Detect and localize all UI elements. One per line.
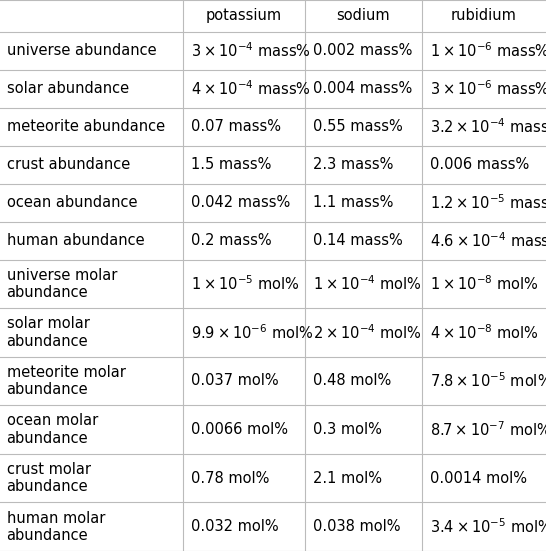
Text: $3.2\times10^{-4}$ mass%: $3.2\times10^{-4}$ mass% (430, 117, 546, 136)
Text: meteorite molar
abundance: meteorite molar abundance (7, 365, 126, 397)
Text: sodium: sodium (336, 8, 390, 24)
Text: 0.006 mass%: 0.006 mass% (430, 157, 529, 172)
Text: $1\times10^{-4}$ mol%: $1\times10^{-4}$ mol% (313, 274, 422, 293)
Text: $4.6\times10^{-4}$ mass%: $4.6\times10^{-4}$ mass% (430, 231, 546, 250)
Text: 1.5 mass%: 1.5 mass% (191, 157, 271, 172)
Text: $3.4\times10^{-5}$ mol%: $3.4\times10^{-5}$ mol% (430, 517, 546, 536)
Text: 2.3 mass%: 2.3 mass% (313, 157, 393, 172)
Text: 0.2 mass%: 0.2 mass% (191, 233, 272, 248)
Text: rubidium: rubidium (451, 8, 517, 24)
Text: 0.78 mol%: 0.78 mol% (191, 471, 270, 485)
Text: 0.48 mol%: 0.48 mol% (313, 374, 391, 388)
Text: ocean molar
abundance: ocean molar abundance (7, 413, 98, 446)
Text: 1.1 mass%: 1.1 mass% (313, 195, 393, 210)
Text: 0.004 mass%: 0.004 mass% (313, 82, 412, 96)
Text: crust abundance: crust abundance (7, 157, 130, 172)
Text: 0.3 mol%: 0.3 mol% (313, 422, 382, 437)
Text: $4\times10^{-8}$ mol%: $4\times10^{-8}$ mol% (430, 323, 538, 342)
Text: $8.7\times10^{-7}$ mol%: $8.7\times10^{-7}$ mol% (430, 420, 546, 439)
Text: $4\times10^{-4}$ mass%: $4\times10^{-4}$ mass% (191, 79, 311, 98)
Text: $1\times10^{-8}$ mol%: $1\times10^{-8}$ mol% (430, 274, 538, 293)
Text: $3\times10^{-4}$ mass%: $3\times10^{-4}$ mass% (191, 42, 311, 60)
Text: $7.8\times10^{-5}$ mol%: $7.8\times10^{-5}$ mol% (430, 371, 546, 390)
Text: 0.07 mass%: 0.07 mass% (191, 119, 281, 134)
Text: 2.1 mol%: 2.1 mol% (313, 471, 382, 485)
Text: crust molar
abundance: crust molar abundance (7, 462, 91, 494)
Text: human abundance: human abundance (7, 233, 144, 248)
Text: 0.55 mass%: 0.55 mass% (313, 119, 402, 134)
Text: potassium: potassium (206, 8, 282, 24)
Text: 0.037 mol%: 0.037 mol% (191, 374, 278, 388)
Text: 0.002 mass%: 0.002 mass% (313, 44, 412, 58)
Text: 0.0066 mol%: 0.0066 mol% (191, 422, 288, 437)
Text: 0.042 mass%: 0.042 mass% (191, 195, 290, 210)
Text: 0.0014 mol%: 0.0014 mol% (430, 471, 527, 485)
Text: 0.038 mol%: 0.038 mol% (313, 519, 400, 534)
Text: 0.14 mass%: 0.14 mass% (313, 233, 402, 248)
Text: solar abundance: solar abundance (7, 82, 129, 96)
Text: $9.9\times10^{-6}$ mol%: $9.9\times10^{-6}$ mol% (191, 323, 313, 342)
Text: 0.032 mol%: 0.032 mol% (191, 519, 278, 534)
Text: solar molar
abundance: solar molar abundance (7, 316, 90, 349)
Text: universe abundance: universe abundance (7, 44, 156, 58)
Text: $1\times10^{-5}$ mol%: $1\times10^{-5}$ mol% (191, 274, 300, 293)
Text: $1.2\times10^{-5}$ mass%: $1.2\times10^{-5}$ mass% (430, 193, 546, 212)
Text: $1\times10^{-6}$ mass%: $1\times10^{-6}$ mass% (430, 42, 546, 60)
Text: universe molar
abundance: universe molar abundance (7, 268, 117, 300)
Text: meteorite abundance: meteorite abundance (7, 119, 165, 134)
Text: $2\times10^{-4}$ mol%: $2\times10^{-4}$ mol% (313, 323, 422, 342)
Text: ocean abundance: ocean abundance (7, 195, 137, 210)
Text: $3\times10^{-6}$ mass%: $3\times10^{-6}$ mass% (430, 79, 546, 98)
Text: human molar
abundance: human molar abundance (7, 511, 105, 543)
